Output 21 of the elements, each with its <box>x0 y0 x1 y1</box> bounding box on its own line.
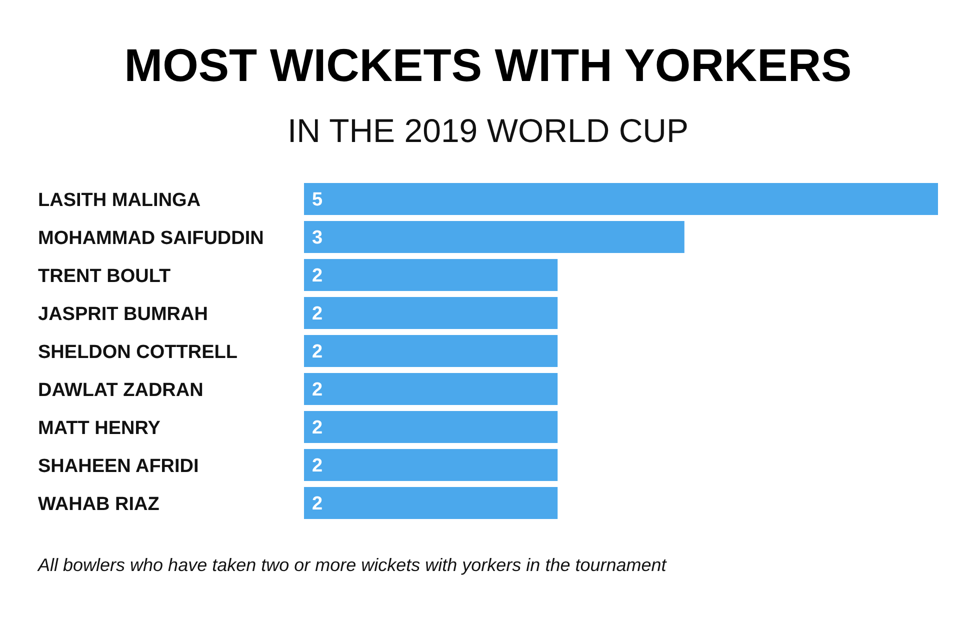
y-tick-label: MOHAMMAD SAIFUDDIN <box>38 228 264 249</box>
data-label: 2 <box>312 380 323 401</box>
y-tick-label: WAHAB RIAZ <box>38 494 160 515</box>
data-label: 2 <box>312 494 323 515</box>
data-label: 2 <box>312 456 323 477</box>
y-tick-label: JASPRIT BUMRAH <box>38 304 208 325</box>
data-label: 2 <box>312 266 323 287</box>
y-tick-label: SHAHEEN AFRIDI <box>38 456 199 477</box>
y-tick-label: DAWLAT ZADRAN <box>38 380 204 401</box>
data-label: 2 <box>312 342 323 363</box>
chart-subtitle: IN THE 2019 WORLD CUP <box>286 112 690 150</box>
text: All bowlers who have taken two or more wickets with yorkers in the tournament <box>38 555 666 576</box>
y-tick-label: TRENT BOULT <box>38 266 172 287</box>
data-label: 2 <box>312 304 323 325</box>
y-tick-label: LASITH MALINGA <box>38 190 201 211</box>
y-tick-label: MATT HENRY <box>38 418 161 439</box>
y-tick-label: SHELDON COTTRELL <box>38 342 238 363</box>
data-label: 3 <box>312 228 323 249</box>
chart-title: MOST WICKETS WITH YORKERS <box>123 38 853 92</box>
data-label: 5 <box>312 190 323 211</box>
data-label: 2 <box>312 418 323 439</box>
